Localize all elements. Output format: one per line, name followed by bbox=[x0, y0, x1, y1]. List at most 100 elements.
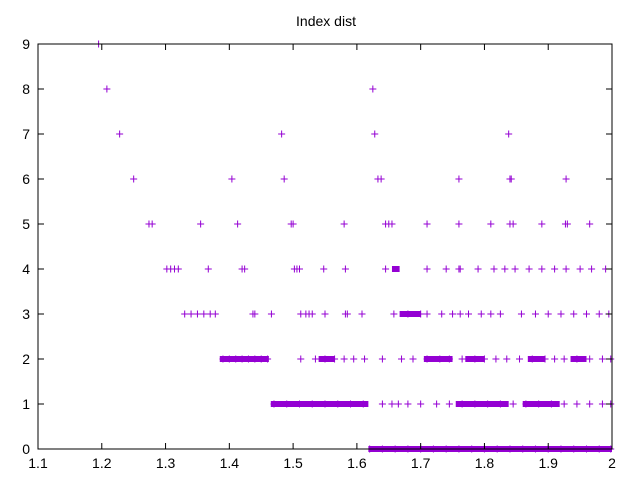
data-point bbox=[378, 400, 386, 408]
data-point bbox=[295, 265, 303, 273]
data-point bbox=[544, 310, 552, 318]
x-tick-label: 1.8 bbox=[475, 455, 495, 471]
data-point bbox=[445, 355, 453, 363]
data-point bbox=[187, 310, 195, 318]
data-point bbox=[586, 355, 594, 363]
y-tick-label: 7 bbox=[22, 126, 30, 142]
data-point bbox=[251, 355, 259, 363]
data-point bbox=[492, 355, 500, 363]
data-point bbox=[340, 355, 348, 363]
data-point bbox=[417, 310, 425, 318]
data-point bbox=[371, 130, 379, 138]
data-point bbox=[423, 310, 431, 318]
data-point bbox=[562, 175, 570, 183]
data-point bbox=[517, 310, 525, 318]
data-point bbox=[350, 355, 358, 363]
data-point bbox=[562, 265, 570, 273]
data-point bbox=[484, 400, 492, 408]
data-point bbox=[321, 400, 329, 408]
data-point bbox=[225, 355, 233, 363]
data-point bbox=[311, 355, 319, 363]
data-point bbox=[551, 265, 559, 273]
data-point bbox=[343, 310, 351, 318]
data-point bbox=[535, 400, 543, 408]
data-point bbox=[409, 355, 417, 363]
data-point bbox=[465, 310, 472, 318]
x-tick-label: 1.3 bbox=[156, 455, 176, 471]
x-tick-label: 1.7 bbox=[411, 455, 431, 471]
data-point bbox=[417, 400, 425, 408]
data-point bbox=[455, 220, 463, 228]
data-point bbox=[586, 400, 594, 408]
data-point bbox=[219, 355, 227, 363]
data-point bbox=[394, 400, 402, 408]
dense-point-band bbox=[391, 266, 400, 272]
data-point bbox=[563, 220, 571, 228]
data-point bbox=[442, 265, 450, 273]
data-point bbox=[582, 310, 590, 318]
data-point bbox=[487, 220, 495, 228]
data-point bbox=[598, 400, 606, 408]
data-point bbox=[340, 220, 348, 228]
data-point bbox=[289, 220, 297, 228]
x-tick-label: 1.2 bbox=[92, 455, 112, 471]
data-point bbox=[474, 265, 482, 273]
data-point bbox=[232, 355, 240, 363]
data-point bbox=[588, 265, 596, 273]
data-point bbox=[358, 310, 366, 318]
data-point bbox=[531, 310, 539, 318]
data-point bbox=[321, 355, 329, 363]
chart-title: Index dist bbox=[296, 13, 356, 29]
data-point bbox=[390, 310, 398, 318]
x-tick-label: 1.1 bbox=[28, 455, 48, 471]
data-point bbox=[423, 220, 431, 228]
data-point bbox=[320, 265, 328, 273]
data-point bbox=[267, 310, 275, 318]
data-point bbox=[331, 355, 339, 363]
data-point bbox=[598, 355, 606, 363]
data-point bbox=[507, 175, 515, 183]
data-point bbox=[270, 400, 278, 408]
data-point bbox=[204, 265, 212, 273]
data-point bbox=[496, 310, 504, 318]
data-point bbox=[509, 220, 517, 228]
data-point bbox=[538, 265, 546, 273]
data-point bbox=[525, 265, 533, 273]
data-point bbox=[377, 175, 385, 183]
data-point bbox=[382, 265, 390, 273]
data-point bbox=[388, 220, 396, 228]
plot-border bbox=[37, 43, 613, 450]
y-tick-label: 4 bbox=[22, 261, 30, 277]
data-point bbox=[541, 355, 549, 363]
data-point bbox=[438, 310, 446, 318]
data-point bbox=[404, 310, 412, 318]
dense-point-band bbox=[455, 401, 509, 407]
data-point bbox=[404, 400, 412, 408]
data-point bbox=[197, 220, 205, 228]
data-point bbox=[557, 310, 565, 318]
data-point bbox=[573, 355, 581, 363]
data-point bbox=[595, 310, 603, 318]
y-tick-label: 2 bbox=[22, 351, 30, 367]
data-point bbox=[471, 400, 479, 408]
data-point bbox=[477, 310, 485, 318]
data-point bbox=[244, 355, 252, 363]
data-point bbox=[278, 130, 286, 138]
data-point bbox=[551, 355, 559, 363]
data-point bbox=[388, 400, 396, 408]
data-point bbox=[241, 265, 249, 273]
dense-point-band bbox=[270, 401, 369, 407]
x-tick-label: 2 bbox=[608, 455, 616, 471]
data-point bbox=[456, 310, 464, 318]
data-point bbox=[369, 85, 377, 93]
data-point bbox=[200, 310, 208, 318]
data-point bbox=[211, 310, 219, 318]
data-point bbox=[321, 310, 329, 318]
data-point bbox=[458, 400, 466, 408]
data-point bbox=[341, 265, 349, 273]
data-point bbox=[496, 400, 504, 408]
data-point bbox=[280, 175, 288, 183]
plot-frame bbox=[37, 43, 613, 450]
